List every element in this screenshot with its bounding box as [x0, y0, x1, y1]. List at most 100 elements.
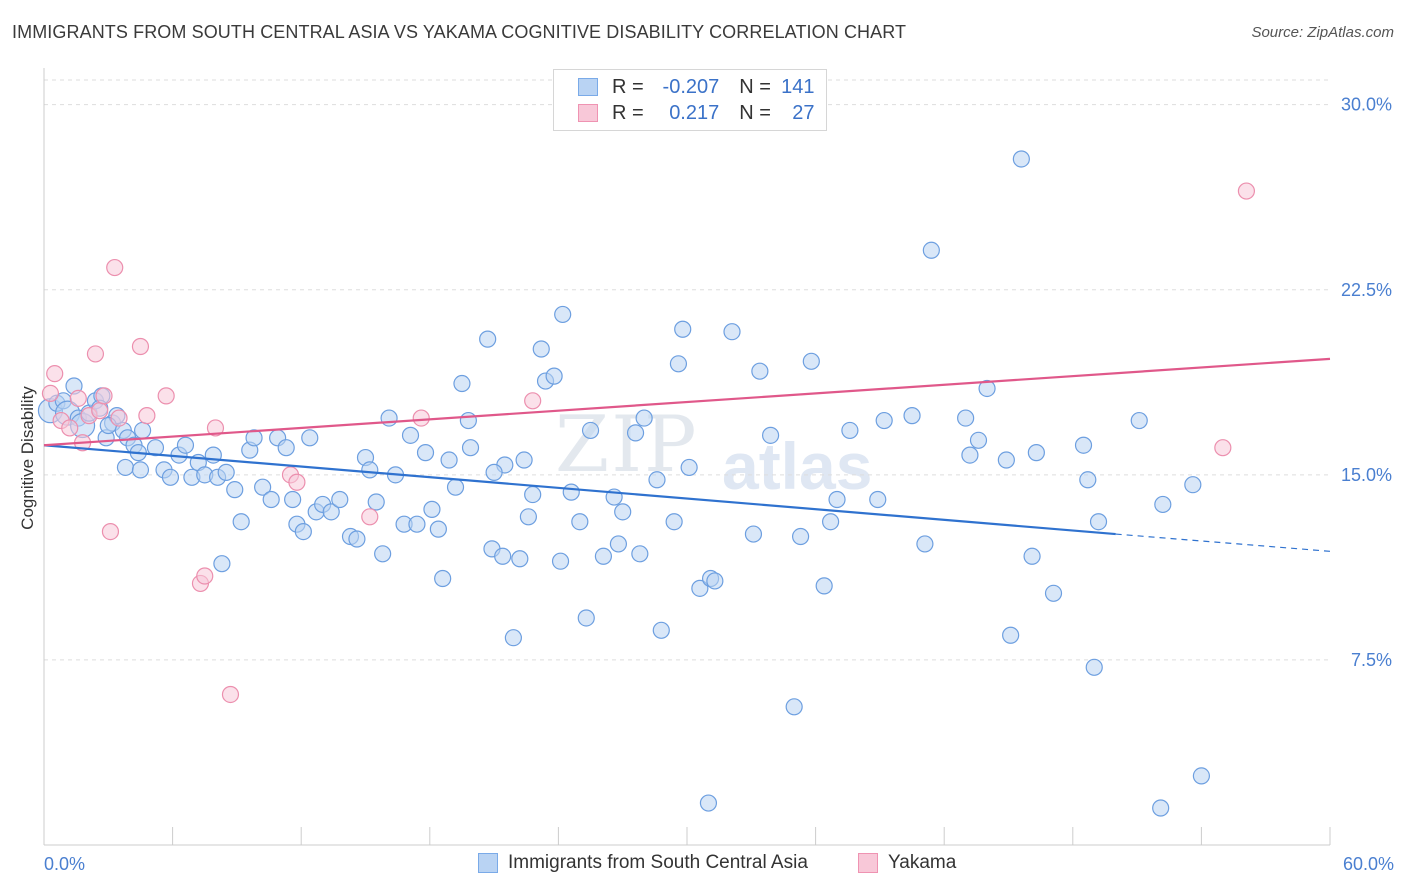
point-immigrants — [869, 490, 887, 509]
point-immigrants — [423, 500, 441, 518]
gridlines — [44, 79, 1330, 661]
point-yakama — [110, 409, 128, 427]
point-immigrants — [1012, 150, 1030, 168]
x-tick-label: 60.0% — [1343, 854, 1394, 874]
point-immigrants — [116, 458, 135, 477]
point-immigrants — [401, 426, 420, 444]
point-immigrants — [532, 340, 550, 358]
trend-line-immigrants-extension — [1115, 533, 1331, 552]
axes — [43, 68, 1331, 846]
point-immigrants — [277, 439, 295, 457]
point-immigrants — [146, 439, 165, 457]
point-immigrants — [699, 794, 718, 812]
point-immigrants — [1154, 495, 1172, 514]
legend-swatch-immigrants — [578, 78, 598, 96]
point-yakama — [196, 567, 214, 585]
point-yakama — [138, 407, 156, 425]
point-immigrants — [841, 421, 859, 440]
x-tick-label: 0.0% — [44, 854, 85, 874]
point-immigrants — [706, 572, 724, 590]
source-label: Source: ZipAtlas.com — [1251, 24, 1394, 41]
point-immigrants — [571, 513, 589, 531]
point-immigrants — [459, 411, 477, 430]
point-immigrants — [751, 362, 769, 380]
point-immigrants — [416, 444, 435, 462]
point-immigrants — [434, 569, 452, 588]
trend-line-immigrants — [43, 444, 1116, 536]
point-yakama — [221, 685, 240, 704]
point-yakama — [1237, 182, 1256, 200]
point-immigrants — [875, 411, 893, 430]
point-immigrants — [504, 629, 522, 647]
bottom-legend-label-yakama: Yakama — [888, 852, 957, 873]
y-tick-label: 22.5% — [1341, 280, 1392, 300]
point-immigrants — [226, 481, 244, 499]
point-immigrants — [485, 463, 503, 481]
y-tick-label: 30.0% — [1341, 95, 1392, 115]
y-axis-title: Cognitive Disability — [18, 386, 37, 530]
point-immigrants — [723, 323, 741, 341]
point-yakama — [46, 365, 64, 383]
point-immigrants — [562, 483, 580, 501]
point-yakama — [361, 508, 379, 526]
y-tick-label: 15.0% — [1341, 465, 1392, 485]
point-immigrants — [978, 379, 996, 398]
point-immigrants — [761, 426, 780, 444]
point-immigrants — [802, 352, 820, 370]
legend-n-value: 141 — [781, 75, 815, 98]
bottom-legend-swatch-immigrants — [478, 853, 498, 873]
point-immigrants — [1074, 436, 1093, 454]
series-yakama-points — [41, 182, 1256, 704]
point-immigrants — [635, 409, 653, 427]
point-immigrants — [1027, 444, 1045, 462]
bottom-legend-yakama: Yakama — [858, 852, 956, 874]
point-immigrants — [961, 446, 979, 464]
point-immigrants — [1130, 411, 1148, 430]
point-immigrants — [594, 547, 613, 565]
point-immigrants — [614, 503, 632, 521]
trend-line-yakama — [43, 357, 1331, 447]
point-immigrants — [131, 461, 150, 479]
bottom-legend-immigrants: Immigrants from South Central Asia — [478, 852, 808, 874]
point-immigrants — [665, 513, 683, 531]
point-immigrants — [294, 522, 312, 541]
watermark-zip: ZIP — [555, 400, 699, 490]
point-immigrants — [176, 436, 195, 454]
legend-r-label: R = — [612, 75, 644, 98]
legend-r-value: -0.207 — [662, 75, 720, 98]
point-immigrants — [577, 609, 595, 627]
point-immigrants — [691, 579, 709, 597]
legend-r-value: 0.217 — [669, 101, 720, 124]
point-yakama — [412, 409, 430, 427]
point-immigrants — [408, 515, 426, 533]
point-immigrants — [453, 374, 471, 393]
point-immigrants — [461, 439, 480, 457]
point-immigrants — [380, 409, 398, 427]
point-immigrants — [609, 535, 628, 553]
point-immigrants — [581, 421, 600, 440]
point-immigrants — [785, 698, 803, 716]
bottom-legend-label-immigrants: Immigrants from South Central Asia — [508, 852, 808, 873]
series-immigrants-points — [37, 150, 1211, 817]
correlation-legend: R = -0.207 N = 141 R = 0.217 N = 27 — [553, 69, 827, 131]
point-yakama — [106, 258, 124, 277]
point-immigrants — [674, 320, 692, 338]
point-immigrants — [791, 527, 810, 546]
point-immigrants — [1192, 767, 1211, 785]
point-immigrants — [631, 545, 649, 563]
point-immigrants — [524, 485, 542, 504]
point-yakama — [61, 419, 79, 437]
point-immigrants — [1079, 471, 1097, 489]
point-yakama — [86, 345, 105, 363]
point-immigrants — [969, 431, 988, 449]
point-immigrants — [545, 367, 563, 385]
trend-lines — [43, 357, 1331, 552]
point-immigrants — [374, 545, 392, 563]
bottom-legend-swatch-yakama — [858, 853, 878, 873]
point-yakama — [101, 522, 120, 541]
watermark-atlas: atlas — [722, 429, 873, 503]
point-immigrants — [284, 490, 302, 509]
point-immigrants — [551, 552, 570, 570]
point-immigrants — [262, 490, 280, 509]
